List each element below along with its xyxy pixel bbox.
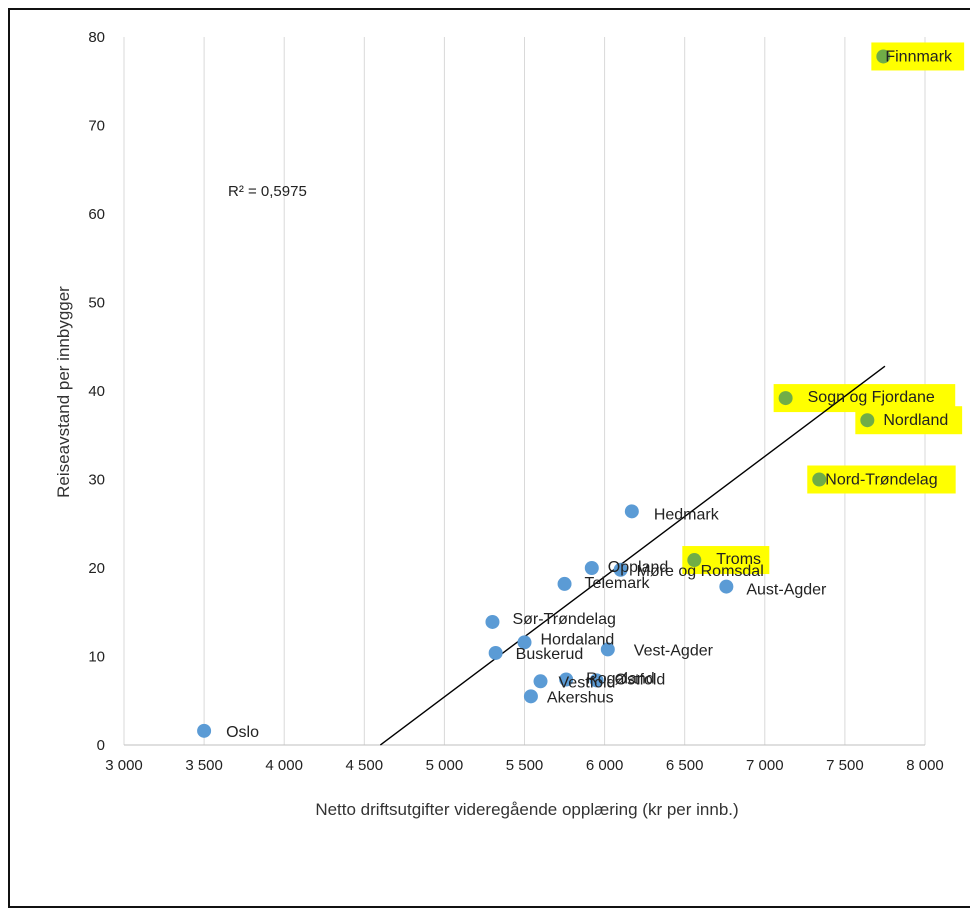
y-tick-label: 10: [88, 649, 105, 666]
x-tick-label: 5 500: [506, 757, 544, 774]
data-point: [687, 553, 702, 568]
y-tick-label: 60: [88, 206, 105, 223]
y-axis-title: Reiseavstand per innbygger: [54, 286, 73, 498]
data-point: [812, 472, 827, 487]
point-label: Sogn og Fjordane: [808, 389, 935, 406]
point-label: Nord-Trøndelag: [825, 472, 937, 489]
point-label: Oppland: [608, 559, 669, 576]
data-point: [600, 642, 615, 657]
point-label: Østfold: [615, 671, 666, 688]
data-point: [559, 672, 574, 687]
x-tick-label: 8 000: [906, 757, 944, 774]
y-tick-label: 0: [97, 737, 105, 754]
data-points: [197, 49, 891, 738]
point-label: Hedmark: [654, 506, 720, 523]
point-label: Troms: [716, 551, 761, 568]
data-point: [589, 673, 604, 688]
point-label: Vestfold: [559, 674, 616, 691]
data-point: [613, 562, 628, 577]
x-tick-label: 7 000: [746, 757, 784, 774]
data-point: [533, 674, 548, 689]
x-tick-label: 4 000: [265, 757, 303, 774]
x-tick-label: 6 000: [586, 757, 624, 774]
point-label: Buskerud: [516, 646, 584, 663]
x-tick-label: 6 500: [666, 757, 704, 774]
x-tick-label: 3 000: [105, 757, 143, 774]
data-point: [778, 391, 793, 406]
trendline: [379, 365, 886, 746]
data-point: [523, 689, 538, 704]
axes: 3 000 3 500 4 000 4 500 5 000 5 500 6 000 6 500…: [88, 29, 943, 774]
point-label: Møre og Romsdal: [637, 563, 764, 580]
y-tick-label: 50: [88, 295, 105, 312]
x-tick-label: 5 000: [426, 757, 464, 774]
point-label: Hordaland: [541, 631, 615, 648]
x-tick-label: 3 500: [185, 757, 223, 774]
highlight-box: [773, 384, 956, 413]
data-point: [517, 635, 532, 650]
x-axis-title: Netto driftsutgifter videregående opplær…: [315, 800, 738, 819]
scatter-chart: 3 000 3 500 4 000 4 500 5 000 5 500 6 000 6 500…: [54, 29, 965, 819]
x-tick-label: 7 500: [826, 757, 864, 774]
point-label: Vest-Agder: [634, 642, 714, 659]
gridlines: [123, 37, 926, 745]
y-tick-label: 70: [88, 118, 105, 135]
data-point: [624, 504, 639, 519]
point-label: Sør-Trøndelag: [512, 611, 615, 628]
highlight-box: [807, 465, 956, 494]
data-point: [876, 49, 891, 64]
data-point: [485, 614, 500, 629]
data-point: [719, 579, 734, 594]
data-point: [584, 561, 599, 575]
data-point: [488, 645, 503, 660]
y-tick-label: 30: [88, 472, 105, 489]
data-point: [557, 576, 572, 591]
x-tick-label: 4 500: [346, 757, 384, 774]
y-tick-label: 20: [88, 560, 105, 577]
point-label: Oslo: [226, 724, 259, 741]
point-label: Aust-Agder: [746, 582, 827, 599]
point-label: Rogaland: [586, 671, 655, 688]
data-point: [197, 723, 212, 738]
point-label: Telemark: [585, 575, 651, 592]
r-squared-annotation: R² = 0,5975: [228, 183, 307, 200]
point-label: Nordland: [883, 412, 948, 429]
y-tick-label: 80: [88, 29, 105, 46]
data-point: [860, 413, 875, 428]
point-label: Finnmark: [885, 48, 953, 65]
highlight-markers: [682, 42, 965, 575]
y-tick-label: 40: [88, 383, 105, 400]
point-label: Akershus: [547, 689, 614, 706]
